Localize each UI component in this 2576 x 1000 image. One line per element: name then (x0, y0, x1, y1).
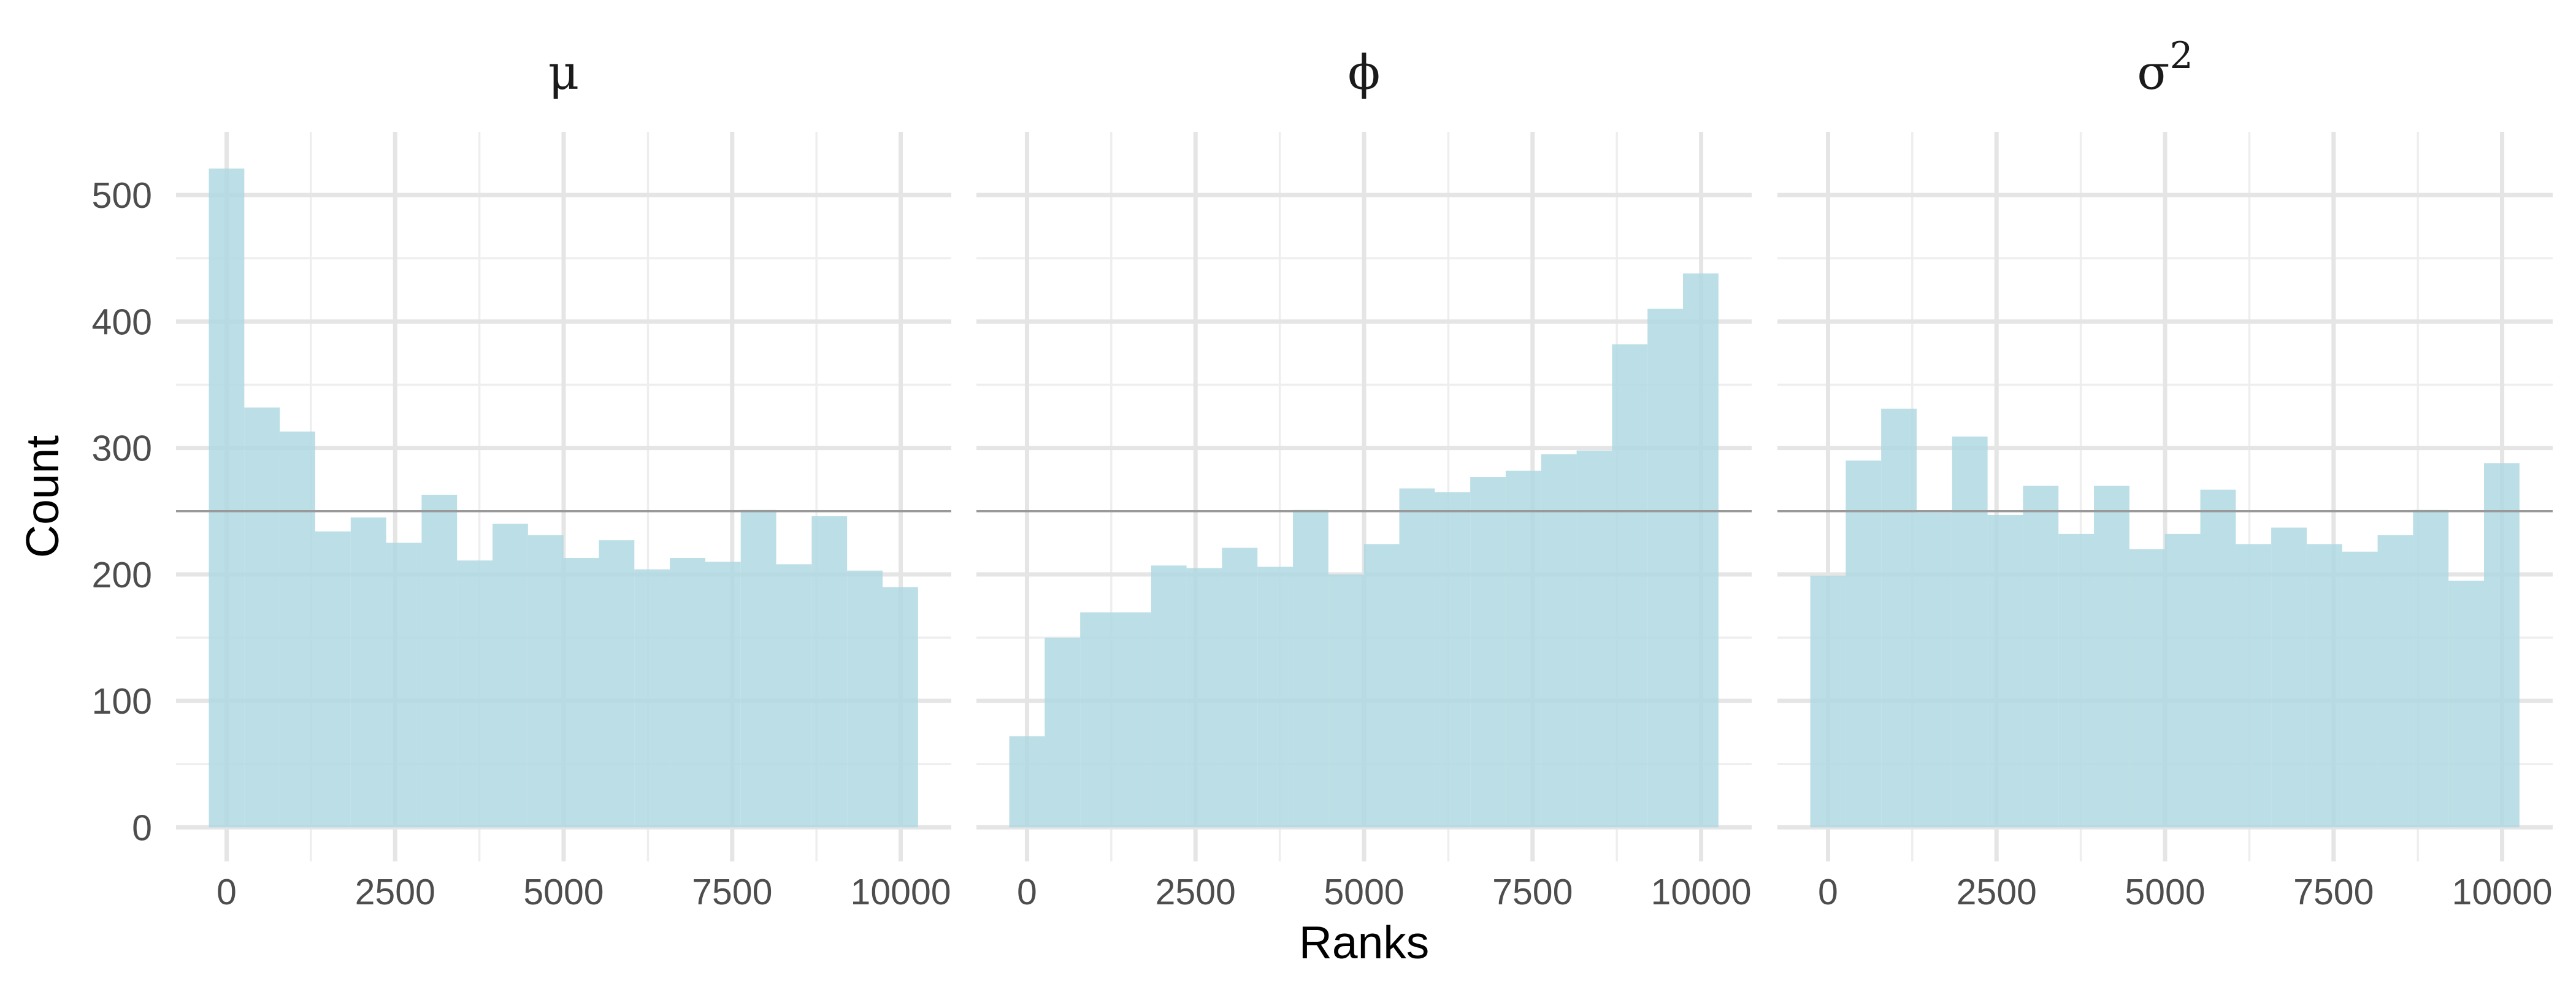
histogram-bar (1115, 612, 1151, 828)
panel-3: 0 2500 5000 7500 10000 σ2 (1777, 34, 2553, 912)
histogram-bar (2236, 544, 2272, 828)
histogram-bar (1987, 514, 2023, 828)
histogram-bar (2483, 463, 2520, 828)
histogram-bar (599, 540, 635, 828)
histogram-bar (1470, 477, 1506, 828)
histogram-bar (1881, 408, 1917, 828)
histogram-bar (2200, 489, 2236, 828)
x-tick-label: 10000 (2452, 872, 2553, 912)
histogram-bar (2306, 544, 2342, 828)
histogram-bar (1952, 437, 1988, 828)
x-tick-label: 2500 (1156, 872, 1236, 912)
x-tick-label: 0 (217, 872, 237, 912)
histogram-bar (1399, 488, 1435, 828)
x-tick-label: 0 (1818, 872, 1838, 912)
y-axis-title: Count (17, 435, 68, 558)
x-tick-label: 5000 (1324, 872, 1404, 912)
histogram-bar (2448, 581, 2484, 828)
histogram-bar (2164, 533, 2201, 828)
y-tick-label: 100 (92, 681, 152, 722)
histogram-bar (740, 510, 776, 828)
histogram-bar (1916, 512, 1952, 828)
histogram-bar (1363, 544, 1400, 828)
histogram-bar (2058, 533, 2095, 828)
x-tick-label: 5000 (2125, 872, 2205, 912)
y-tick-label: 200 (92, 555, 152, 595)
histogram-bar (493, 524, 528, 828)
histogram-bar (350, 517, 386, 828)
histogram-bar (1080, 612, 1116, 828)
histogram-bar (1186, 568, 1222, 828)
histogram-bar (847, 570, 883, 828)
histogram-bar (421, 494, 458, 828)
histogram-bar (1576, 450, 1612, 828)
histogram-bar (2129, 549, 2165, 828)
histogram-bar (1257, 567, 1294, 828)
strip-label: ϕ (1347, 45, 1380, 101)
histogram-bar (705, 562, 741, 828)
histogram-bar (527, 535, 564, 828)
histogram-bar (1612, 344, 1648, 828)
histogram-bar (634, 569, 670, 828)
histogram-bar (2413, 510, 2449, 828)
histogram-bar (2271, 527, 2307, 828)
histogram-bar (1435, 492, 1471, 828)
histogram-bar (1328, 574, 1364, 828)
histogram-bar (670, 558, 705, 828)
y-tick-label: 500 (92, 175, 152, 216)
panel-1: 0 2500 5000 7500 10000 μ (176, 45, 951, 912)
x-axis-title: Ranks (1299, 917, 1430, 968)
histogram-bar (1505, 470, 1541, 828)
x-tick-label: 7500 (2293, 872, 2374, 912)
histogram-bar (1846, 460, 1882, 828)
x-tick-label: 2500 (1957, 872, 2037, 912)
histogram-bar (2023, 486, 2059, 828)
y-tick-label: 0 (132, 807, 152, 848)
x-tick-label: 7500 (692, 872, 772, 912)
strip-label-superscript: 2 (2170, 34, 2193, 77)
strip-label: σ2 (2137, 34, 2193, 101)
panel-2: 0 2500 5000 7500 10000 ϕ (976, 45, 1752, 912)
histogram-bar (2377, 535, 2413, 828)
histogram-bar (1293, 510, 1328, 828)
histogram-bar (315, 531, 351, 828)
histogram-bar (1045, 637, 1081, 828)
strip-label: μ (548, 45, 580, 101)
x-tick-label: 2500 (355, 872, 435, 912)
y-tick-label: 400 (92, 302, 152, 342)
histogram-bar (1541, 454, 1577, 828)
histogram-bar (1009, 736, 1045, 828)
histogram-bar (882, 587, 918, 828)
histogram-bar (776, 564, 812, 828)
histogram-bar (1682, 273, 1719, 828)
histogram-bar (209, 168, 245, 828)
histogram-bar (1647, 308, 1683, 828)
x-tick-label: 10000 (851, 872, 951, 912)
x-tick-label: 5000 (523, 872, 604, 912)
x-tick-label: 10000 (1651, 872, 1752, 912)
histogram-bar (2094, 486, 2129, 828)
histogram-bar (811, 516, 848, 828)
histogram-bar (244, 407, 280, 828)
histogram-bar (2342, 551, 2378, 828)
histogram-bar (563, 558, 599, 828)
histogram-bar (457, 560, 493, 828)
histogram-bar (386, 543, 422, 828)
y-tick-label: 300 (92, 429, 152, 469)
x-tick-label: 7500 (1492, 872, 1573, 912)
histogram-bar (1222, 548, 1258, 828)
histogram-bar (1810, 575, 1846, 828)
histogram-bar (280, 431, 315, 828)
histogram-bar (1151, 565, 1187, 828)
x-tick-label: 0 (1017, 872, 1037, 912)
